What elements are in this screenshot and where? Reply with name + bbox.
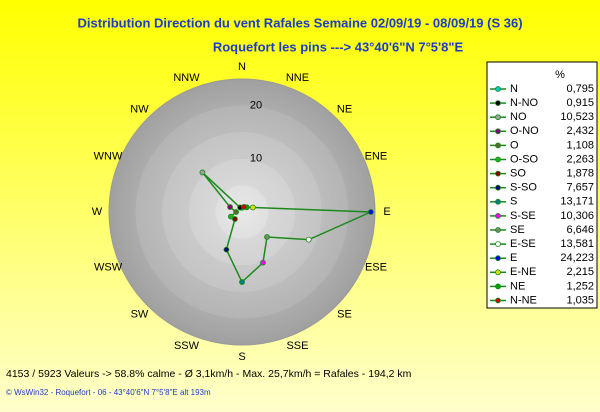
direction-label: ESE [365,261,387,273]
legend-value: 2,215 [566,266,594,278]
legend-marker [495,100,501,106]
data-point [233,209,240,215]
legend-value: 10,523 [560,111,594,123]
legend-marker [495,269,501,276]
data-point [249,204,256,211]
legend-marker [495,142,501,149]
data-point [241,204,248,210]
data-point [227,213,234,220]
direction-label: NNW [173,72,200,84]
legend-label: NE [510,280,525,292]
legend-value: 24,223 [560,252,594,264]
legend-label: SE [510,224,525,236]
direction-label: NW [130,103,149,115]
direction-label: S [238,351,245,363]
data-point [199,169,206,176]
legend-label: N-NO [510,97,539,109]
legend-label: S [510,196,517,208]
legend-value: 2,432 [566,125,594,137]
legend-marker [495,198,501,205]
data-point [239,279,245,285]
polar-disc [108,78,376,346]
chart-subtitle: Roquefort les pins ---> 43°40'6"N 7°5'8"… [213,39,464,54]
r-tick-label: 10 [250,153,262,165]
legend-label: S-SO [510,182,537,194]
legend-value: 2,263 [566,153,594,165]
data-point [367,209,374,215]
legend-label: N-NE [510,294,537,306]
legend-marker [495,170,501,177]
legend-label: E [510,252,517,264]
direction-label: WNW [94,150,123,162]
legend-title: % [555,69,565,81]
data-point [260,259,266,266]
data-point [305,236,312,243]
direction-label: W [92,206,103,218]
footer: 4153 / 5923 Valeurs -> 58.8% calme - Ø 3… [6,368,412,380]
legend-label: NO [510,111,527,123]
legend-label: O [510,139,519,151]
direction-label: E [383,206,390,218]
data-point [227,204,233,210]
legend-value: 13,171 [560,196,594,208]
legend-value: 1,108 [566,139,594,151]
legend-marker [495,227,501,233]
legend-value: 0,915 [566,97,594,109]
data-point [232,216,238,222]
legend-marker [495,283,501,290]
legend-marker [495,114,501,121]
legend-marker [495,86,501,92]
legend-marker [495,297,501,304]
legend-marker [495,128,501,135]
legend-value: 1,878 [566,168,594,180]
direction-label: SSW [174,340,200,352]
direction-label: ENE [365,150,388,162]
legend-marker [495,255,501,262]
legend-value: 10,306 [560,210,594,222]
chart-title: Distribution Direction du vent Rafales S… [77,15,522,30]
legend-marker [495,184,501,191]
direction-label: SSE [286,340,308,352]
legend-label: S-SE [510,210,536,222]
direction-label: NNE [286,72,309,84]
legend-value: 1,035 [566,294,594,306]
legend-label: SO [510,168,526,180]
data-point [264,234,270,240]
legend-value: 0,795 [566,83,594,95]
legend-label: N [510,83,518,95]
legend-value: 13,581 [560,238,594,250]
legend-value: 7,657 [566,182,594,194]
legend-label: E-NE [510,266,536,278]
direction-label: SE [337,308,352,320]
direction-label: WSW [94,261,123,273]
legend-marker [495,212,501,219]
legend-value: 6,646 [566,224,594,236]
legend-marker [495,241,501,248]
direction-label: NE [337,103,352,115]
legend-value: 1,252 [566,280,594,292]
direction-label: SW [131,308,149,320]
legend-marker [495,156,501,163]
legend-label: O-SO [510,153,539,165]
legend-label: O-NO [510,125,539,137]
direction-label: N [238,61,246,73]
data-point [223,246,230,253]
r-tick-label: 20 [250,100,262,112]
legend-label: E-SE [510,238,536,250]
copyright: © WsWin32 - Roquefort - 06 - 43°40'6"N 7… [6,388,211,397]
